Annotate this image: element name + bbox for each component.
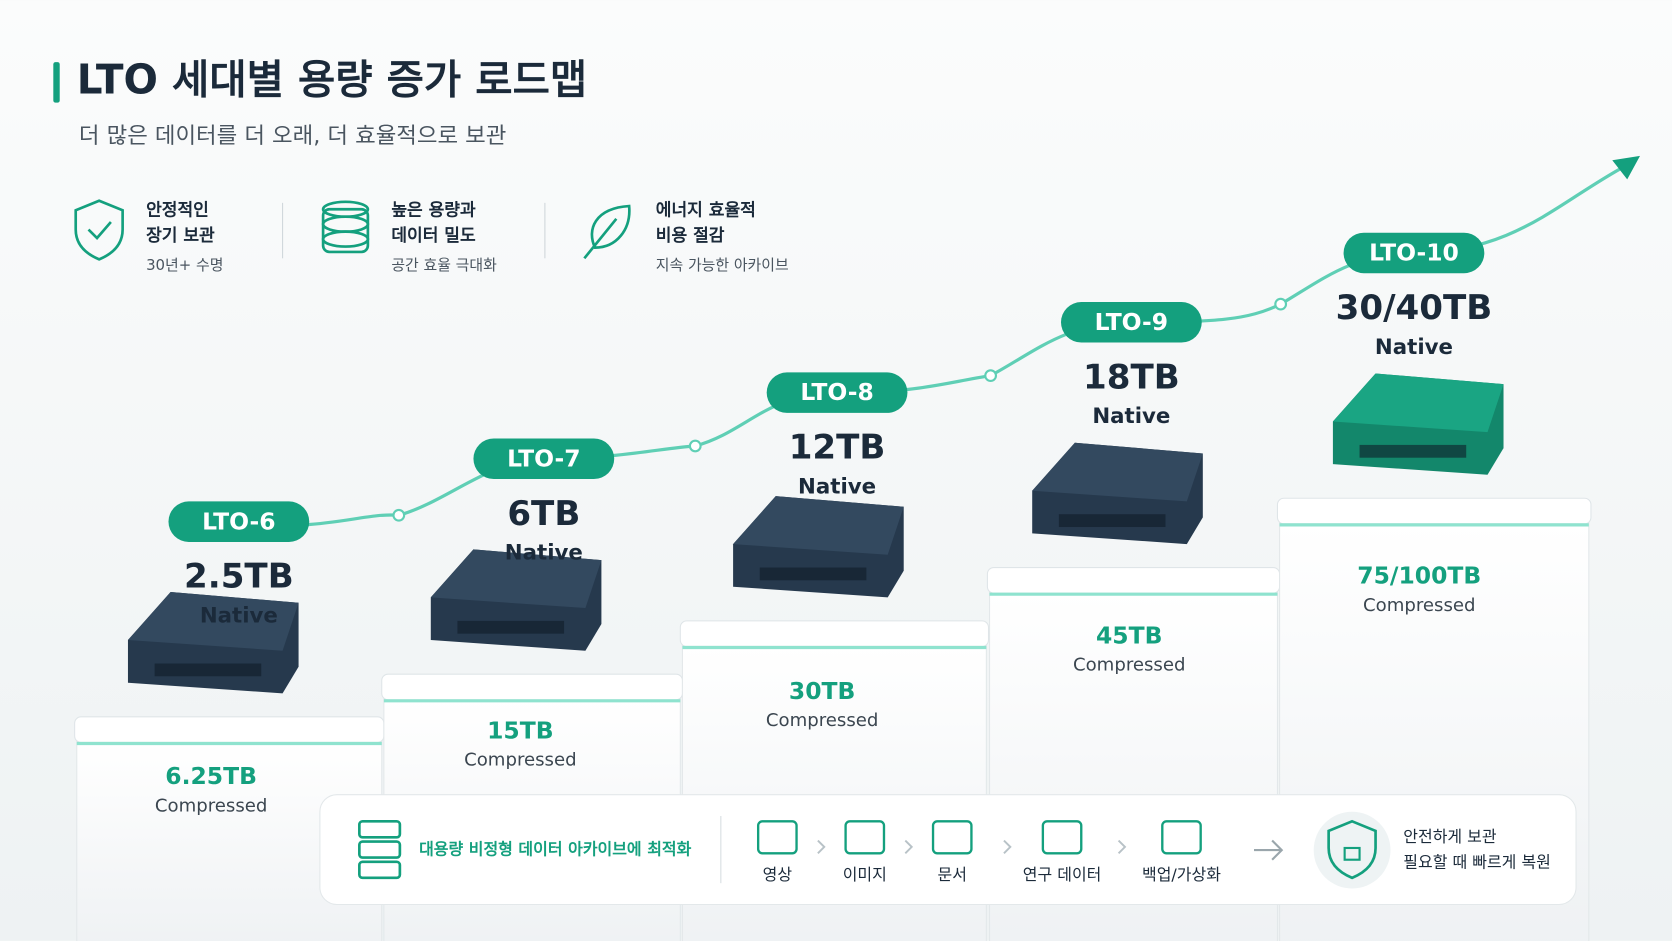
- pedestal-top: [1276, 497, 1592, 525]
- cartridge-slot: [457, 620, 565, 634]
- cartridge-top: [733, 496, 904, 555]
- workflow-label: 대용량 비정형 데이터 아카이브에 최적화: [419, 840, 692, 859]
- workflow-panel: [319, 794, 1577, 906]
- native-label: Native: [1092, 404, 1170, 429]
- cartridge-slot: [759, 567, 867, 581]
- cartridge-top: [1332, 373, 1504, 433]
- feature-detail: 지속 가능한 아카이브: [656, 256, 789, 274]
- compressed-label: Compressed: [1073, 655, 1186, 676]
- compressed-label: Compressed: [766, 710, 879, 731]
- step-icon: [844, 820, 886, 855]
- subtitle: 더 많은 데이터를 더 오래, 더 효율적으로 보관: [79, 123, 506, 149]
- feature-detail: 공간 효율 극대화: [391, 256, 497, 274]
- growth-arrow: [1612, 155, 1641, 180]
- generation-name: LTO-9: [1095, 308, 1168, 336]
- generation-pill: [1060, 302, 1202, 343]
- shield-icon: [74, 199, 124, 261]
- feature-title: 에너지 효율적: [656, 200, 756, 220]
- compressed-capacity: 15TB: [487, 716, 553, 744]
- native-capacity: 30/40TB: [1336, 288, 1493, 328]
- result-shield: [1327, 819, 1377, 880]
- curve-node: [984, 369, 998, 382]
- pedestal-top: [381, 673, 683, 701]
- result-lock: [1343, 846, 1361, 861]
- cartridge-slot: [154, 663, 262, 677]
- generation-name: LTO-7: [507, 444, 580, 472]
- leaf-icon: [583, 204, 631, 260]
- step-chevron: [904, 839, 914, 854]
- cartridge-top: [127, 592, 299, 651]
- step-chevron: [817, 839, 826, 854]
- compressed-capacity: 30TB: [789, 677, 855, 705]
- cartridge-top: [430, 549, 602, 609]
- server-icon: [358, 819, 402, 839]
- feature-title: 안정적인: [146, 200, 209, 220]
- cartridge-slot: [1058, 514, 1166, 528]
- step-label: 영상: [763, 865, 793, 884]
- step-label: 연구 데이터: [1023, 865, 1102, 884]
- result-icon-bg: [1313, 811, 1391, 889]
- pedestal-top: [679, 620, 990, 647]
- step-icon: [1041, 820, 1083, 855]
- native-label: Native: [505, 541, 583, 566]
- native-label: Native: [1375, 335, 1453, 360]
- result-text: 안전하게 보관: [1403, 827, 1497, 846]
- feature-title: 높은 용량과: [391, 200, 476, 220]
- native-capacity: 2.5TB: [184, 557, 294, 597]
- feature-title: 데이터 밀도: [391, 225, 476, 246]
- feature-title: 비용 절감: [656, 225, 725, 246]
- step-icon: [1161, 820, 1202, 855]
- generation-pill: [473, 438, 615, 480]
- step-label: 백업/가상화: [1142, 865, 1221, 884]
- native-label: Native: [200, 604, 278, 629]
- compressed-capacity: 45TB: [1096, 621, 1162, 649]
- compressed-capacity: 75/100TB: [1357, 562, 1481, 590]
- step-chevron: [1003, 839, 1012, 854]
- step-icon: [931, 820, 973, 855]
- result-arrow: [1254, 839, 1284, 861]
- result-text: 필요할 때 빠르게 복원: [1403, 852, 1551, 871]
- step-chevron: [1117, 839, 1127, 854]
- database-icon: [321, 207, 370, 254]
- step-label: 이미지: [843, 865, 887, 884]
- pedestal-top: [74, 716, 385, 743]
- generation-pill: [1343, 232, 1485, 274]
- title: LTO 세대별 용량 증가 로드맵: [77, 55, 587, 103]
- native-capacity: 18TB: [1083, 357, 1180, 397]
- curve-node: [392, 508, 406, 522]
- feature-detail: 30년+ 수명: [146, 256, 223, 274]
- compressed-label: Compressed: [464, 750, 577, 771]
- compressed-label: Compressed: [155, 795, 268, 816]
- generation-name: LTO-8: [800, 378, 873, 406]
- native-label: Native: [798, 475, 876, 500]
- step-label: 문서: [938, 865, 967, 884]
- curve-node: [1274, 297, 1288, 311]
- generation-pill: [168, 501, 310, 542]
- native-capacity: 12TB: [789, 428, 886, 468]
- curve-node: [688, 439, 702, 453]
- title-accent: [53, 62, 60, 103]
- pedestal-top: [986, 567, 1281, 594]
- feature-title: 장기 보관: [146, 226, 215, 246]
- server-icon: [358, 840, 402, 859]
- cartridge-top: [1032, 442, 1203, 502]
- step-icon: [756, 820, 798, 855]
- native-capacity: 6TB: [507, 494, 580, 534]
- compressed-capacity: 6.25TB: [165, 762, 257, 790]
- server-icon: [358, 860, 402, 880]
- generation-pill: [766, 372, 908, 413]
- generation-name: LTO-6: [202, 507, 275, 535]
- cartridge-slot: [1359, 444, 1467, 458]
- generation-name: LTO-10: [1369, 239, 1459, 267]
- compressed-label: Compressed: [1363, 595, 1476, 616]
